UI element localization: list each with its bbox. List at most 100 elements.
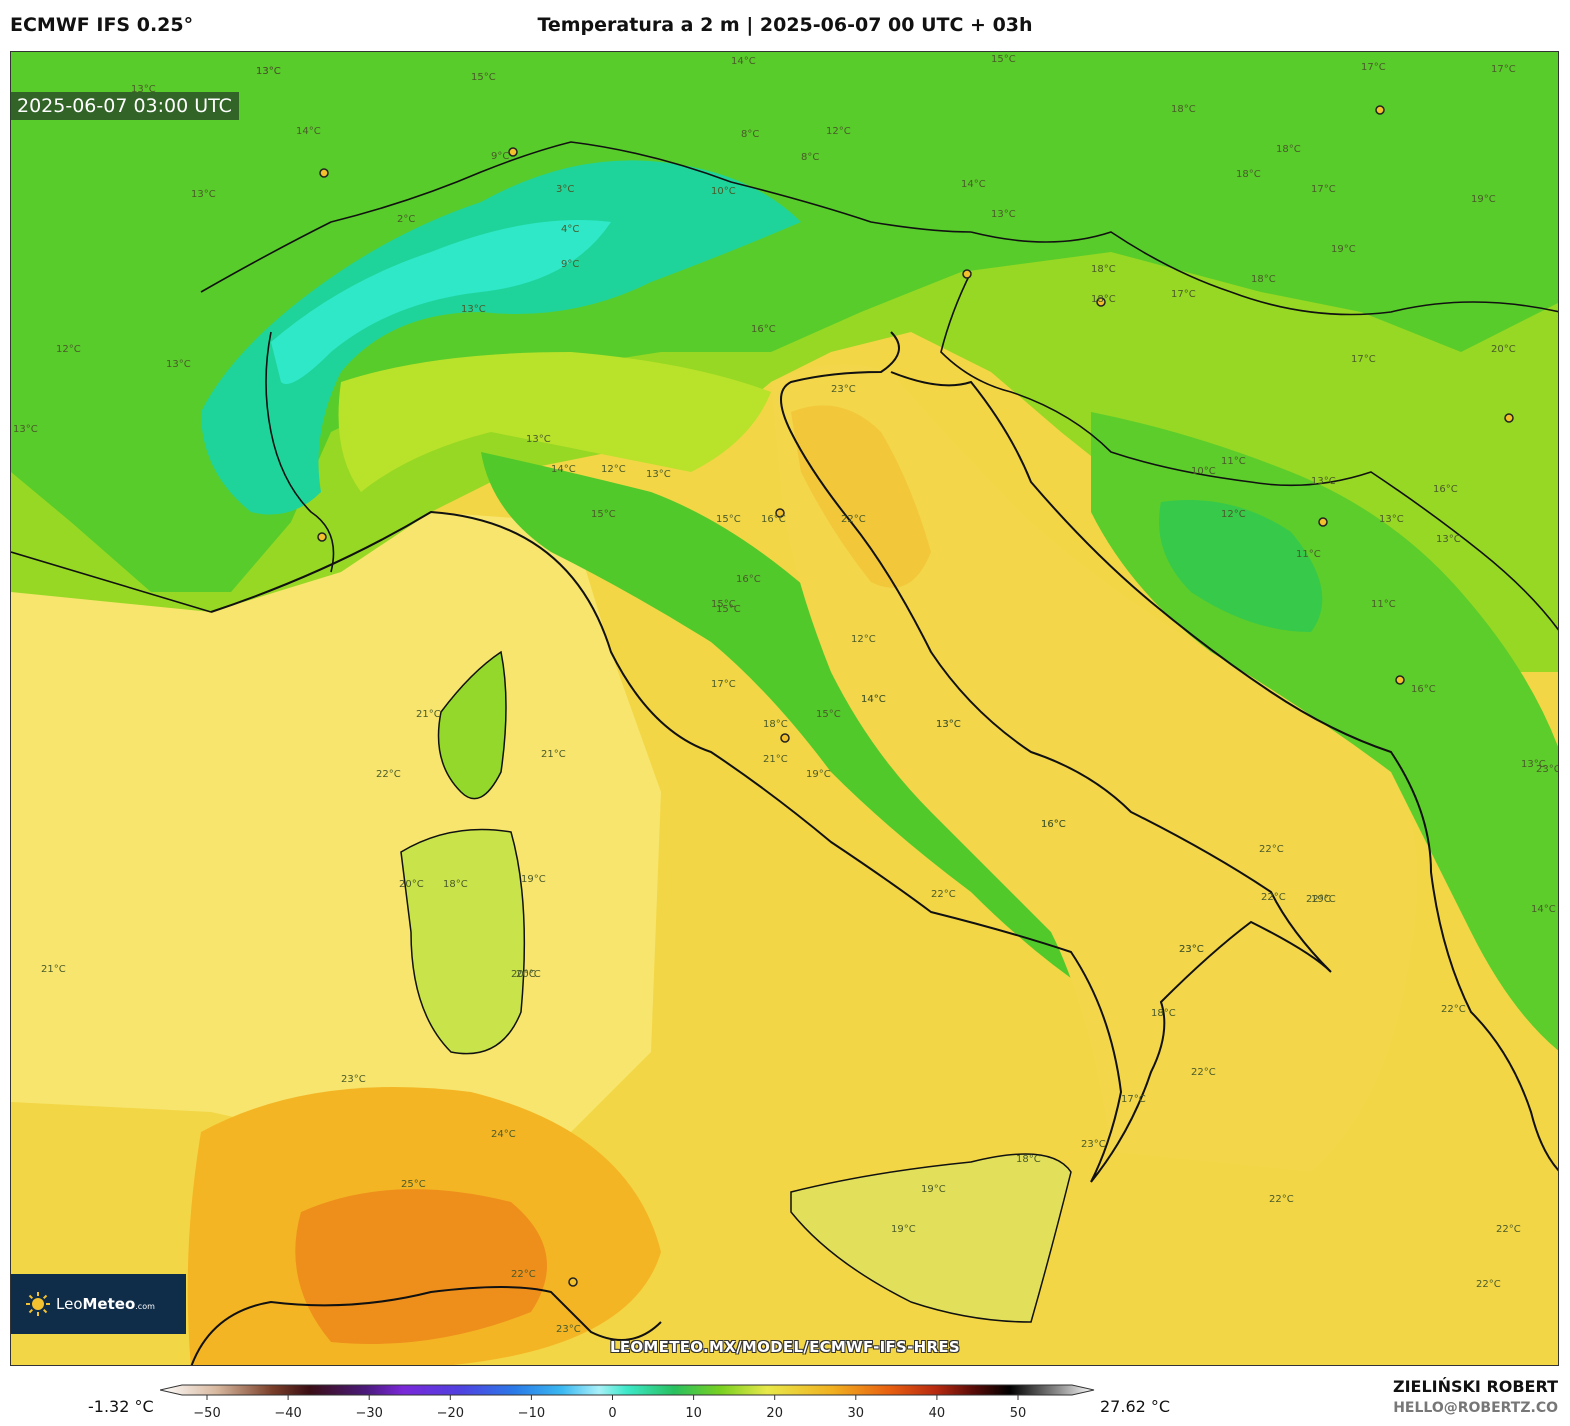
contour-label: 18°C xyxy=(1016,1154,1041,1165)
contour-label: 12°C xyxy=(826,126,851,137)
contour-label: 13°C xyxy=(131,84,156,95)
city-marker[interactable] xyxy=(319,168,329,178)
contour-label: 16°C xyxy=(1433,484,1458,495)
colorbar-tick-label: 50 xyxy=(1010,1406,1027,1421)
colorbar-max-label: 27.62 °C xyxy=(1100,1397,1171,1416)
contour-label: 15°C xyxy=(471,72,496,83)
contour-label: 19°C xyxy=(1311,894,1336,905)
contour-label: 18°C xyxy=(1251,274,1276,285)
contour-label: 18°C xyxy=(1091,264,1116,275)
city-marker[interactable] xyxy=(1096,297,1106,307)
colorbar-ticks: −50 −40 −30 −20 −10 0 10 20 30 40 50 xyxy=(193,1395,1026,1421)
contour-label: 10°C xyxy=(1191,466,1216,477)
colorbar-tick-label: −30 xyxy=(355,1406,382,1421)
contour-label: 16°C xyxy=(736,574,761,585)
contour-label: 14°C xyxy=(861,694,886,705)
contour-label: 14°C xyxy=(1531,904,1556,915)
source-url[interactable]: LEOMETEO.MX/MODEL/ECMWF-IFS-HRES xyxy=(609,1338,961,1356)
contour-label: 9°C xyxy=(491,151,509,162)
colorbar-tick-label: −10 xyxy=(518,1406,545,1421)
sicily-island xyxy=(790,1153,1072,1323)
contour-label: 18°C xyxy=(1276,144,1301,155)
temp-zone-west-sea xyxy=(11,512,661,1152)
author-email[interactable]: HELLO@ROBERTZ.CO xyxy=(1393,1400,1558,1416)
contour-label: 21°C xyxy=(41,964,66,975)
city-marker[interactable] xyxy=(962,269,972,279)
contour-label: 17°C xyxy=(1351,354,1376,365)
leometeo-logo[interactable]: LeoMeteo.com xyxy=(11,1274,186,1334)
colorbar-gradient xyxy=(160,1384,1095,1396)
sardinia-island xyxy=(400,828,526,1055)
city-marker[interactable] xyxy=(568,1277,578,1287)
contour-label: 13°C xyxy=(1436,534,1461,545)
city-marker[interactable] xyxy=(317,532,327,542)
contour-label: 12°C xyxy=(1221,509,1246,520)
contour-label: 19°C xyxy=(806,769,831,780)
france-italy-border xyxy=(265,331,335,573)
contour-label: 18°C xyxy=(443,879,468,890)
sun-icon xyxy=(26,1292,50,1316)
contour-label: 15°C xyxy=(816,709,841,720)
city-marker[interactable] xyxy=(508,147,518,157)
contour-label: 13°C xyxy=(13,424,38,435)
contour-label: 21°C xyxy=(416,709,441,720)
city-marker[interactable] xyxy=(1375,105,1385,115)
contour-label: 9°C xyxy=(561,259,579,270)
contour-label: 22°C xyxy=(841,514,866,525)
contour-label: 19°C xyxy=(1471,194,1496,205)
contour-label: 16°C xyxy=(1411,684,1436,695)
balkan-coastline xyxy=(890,371,1558,1172)
contour-label: 23°C xyxy=(1536,764,1559,775)
contour-label: 18°C xyxy=(1091,294,1116,305)
alpine-border xyxy=(200,141,972,293)
contour-label: 24°C xyxy=(491,1129,516,1140)
contour-label: 20°C xyxy=(399,879,424,890)
contour-label: 13°C xyxy=(1379,514,1404,525)
contour-label: 21°C xyxy=(541,749,566,760)
contour-label: 22°C xyxy=(931,889,956,900)
contour-label: 19°C xyxy=(521,874,546,885)
city-marker[interactable] xyxy=(1395,675,1405,685)
corsica-island xyxy=(437,650,507,800)
contour-label: 13°C xyxy=(1311,476,1336,487)
contour-label: 19°C xyxy=(921,1184,946,1195)
model-name: ECMWF IFS 0.25° xyxy=(10,14,194,36)
contour-label: 13°C xyxy=(936,719,961,730)
contour-label: 3°C xyxy=(556,184,574,195)
colorbar-tick-label: 10 xyxy=(685,1406,702,1421)
contour-label: 21°C xyxy=(763,754,788,765)
contour-label: 12°C xyxy=(851,634,876,645)
city-marker[interactable] xyxy=(780,733,790,743)
temp-zone-north-green xyxy=(11,52,1558,592)
colorbar-tick-label: −20 xyxy=(437,1406,464,1421)
austria-border xyxy=(970,231,1558,316)
city-marker[interactable] xyxy=(775,508,785,518)
contour-label: 25°C xyxy=(401,1179,426,1190)
contour-label: 13°C xyxy=(256,66,281,77)
city-marker[interactable] xyxy=(1318,517,1328,527)
contour-label: 16°C xyxy=(751,324,776,335)
contour-label: 13°C xyxy=(256,66,281,77)
contour-label: 17°C xyxy=(1311,184,1336,195)
contour-label: 22°C xyxy=(1441,1004,1466,1015)
contour-label: 22°C xyxy=(1191,1067,1216,1078)
city-marker[interactable] xyxy=(1504,413,1514,423)
colorbar-tick-label: −40 xyxy=(274,1406,301,1421)
contour-label: 20°C xyxy=(516,969,541,980)
africa-coastline xyxy=(190,1286,662,1365)
colorbar-tick-label: 20 xyxy=(766,1406,783,1421)
contour-label: 13°C xyxy=(166,359,191,370)
temperature-map[interactable]: 13°C 13°C 15°C 14°C 15°C 17°C 18°C 18°C 18°C 17°C… xyxy=(10,51,1559,1366)
contour-label: 14°C xyxy=(296,126,321,137)
colorbar: −50 −40 −30 −20 −10 0 10 20 30 40 50 xyxy=(160,1384,1095,1421)
contour-label: 18°C xyxy=(1236,169,1261,180)
colorbar-min-label: -1.32 °C xyxy=(88,1397,154,1416)
contour-label: 20°C xyxy=(1491,344,1516,355)
contour-label: 20°C xyxy=(511,969,536,980)
contour-label: 18°C xyxy=(1171,104,1196,115)
temp-zone-adriatic-warm xyxy=(791,405,931,588)
contour-label: 13°C xyxy=(646,469,671,480)
contour-label: 23°C xyxy=(1179,944,1204,955)
contour-label: 15°C xyxy=(711,599,736,610)
contour-label: 13°C xyxy=(526,434,551,445)
